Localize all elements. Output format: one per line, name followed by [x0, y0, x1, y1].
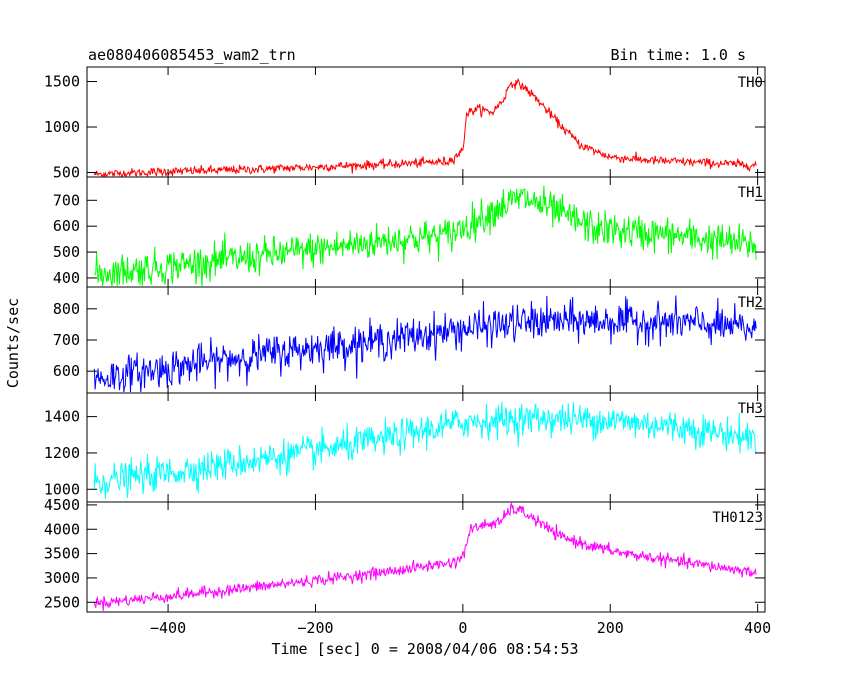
y-tick-label: 1200: [44, 444, 80, 462]
y-tick-label: 800: [53, 300, 80, 318]
x-tick-label: 400: [744, 619, 771, 637]
y-tick-label: 3000: [44, 569, 80, 587]
y-tick-label: 400: [53, 269, 80, 287]
y-tick-label: 4000: [44, 520, 80, 538]
y-tick-label: 4500: [44, 496, 80, 514]
y-tick-label: 500: [53, 243, 80, 261]
y-tick-label: 1000: [44, 480, 80, 498]
x-tick-label: −400: [150, 619, 186, 637]
panel-frame-th3: [86, 392, 766, 503]
panel-label-th3: TH3: [738, 401, 763, 417]
panel-label-th2: TH2: [738, 295, 763, 311]
bin-time-label: Bin time: 1.0 s: [611, 46, 746, 64]
y-tick-label: 600: [53, 362, 80, 380]
y-axis-label: Counts/sec: [4, 298, 22, 388]
y-tick-label: 1000: [44, 118, 80, 136]
panel-label-th1: TH1: [738, 185, 763, 201]
x-tick-label: 0: [458, 619, 467, 637]
x-tick-label: 200: [597, 619, 624, 637]
panel-frame-th0123: [86, 501, 766, 613]
series-line-th0123: [93, 502, 757, 612]
x-tick-label: −200: [297, 619, 333, 637]
series-line-th3: [93, 401, 757, 500]
panel-label-th0123: TH0123: [712, 510, 763, 526]
y-tick-label: 1400: [44, 408, 80, 426]
chart-title: ae080406085453_wam2_trn: [88, 46, 296, 64]
y-tick-label: 700: [53, 191, 80, 209]
y-tick-label: 3500: [44, 545, 80, 563]
y-tick-label: 2500: [44, 593, 80, 611]
series-line-th2: [93, 295, 757, 393]
y-tick-label: 700: [53, 331, 80, 349]
series-line-th1: [94, 185, 757, 287]
x-axis-label: Time [sec] 0 = 2008/04/06 08:54:53: [271, 640, 578, 658]
y-tick-label: 1500: [44, 73, 80, 91]
y-tick-label: 500: [53, 163, 80, 181]
panel-label-th0: TH0: [738, 75, 763, 91]
series-line-th0: [93, 77, 757, 178]
y-tick-label: 600: [53, 217, 80, 235]
panels-group: 500 1000 1500 TH0 400 500 600 700 TH1 600 700 800 TH…: [44, 66, 771, 637]
